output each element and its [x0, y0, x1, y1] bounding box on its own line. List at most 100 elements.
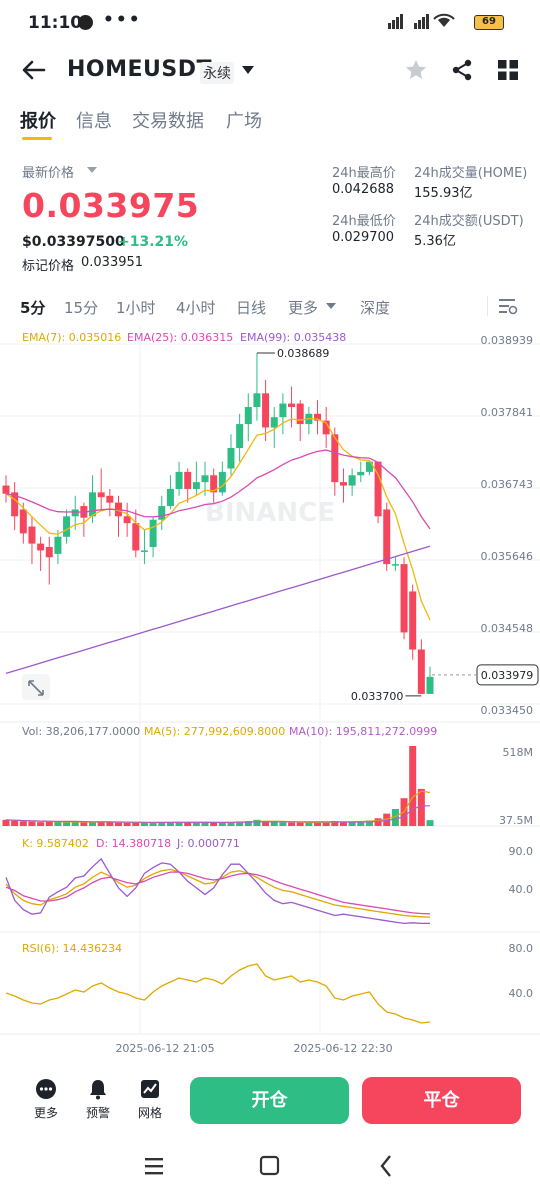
volume-bar — [383, 813, 391, 826]
volume-bar — [322, 821, 330, 826]
symbol-title[interactable]: HOMEUSDT — [67, 57, 213, 82]
volume-bar — [54, 821, 62, 826]
interval-depth[interactable]: 深度 — [360, 299, 391, 317]
candlestick-chart[interactable]: BINANCE 0.038939 0.037841 0.036743 0.035646 0… — [0, 326, 540, 1056]
candle — [244, 406, 252, 425]
volume-bar — [2, 819, 10, 826]
volume-bar — [132, 822, 140, 826]
volume-bar — [253, 819, 261, 826]
kdj-k-label: K: 9.587402 — [22, 837, 89, 850]
volume-bar — [348, 821, 356, 826]
volume-bar — [45, 821, 53, 826]
volume-bar — [227, 821, 235, 826]
volume-bar — [244, 821, 252, 826]
candle — [140, 550, 148, 552]
system-nav-bar — [145, 1155, 391, 1177]
tab-square[interactable]: 广场 — [226, 111, 262, 132]
interval-more[interactable]: 更多 — [288, 299, 319, 317]
divider — [487, 296, 488, 316]
more-menu-button[interactable]: 更多 — [26, 1078, 66, 1121]
candle — [339, 482, 347, 486]
vol-24h-label: 24h成交量(HOME) — [414, 166, 528, 181]
interval-15m[interactable]: 15分 — [64, 299, 99, 317]
candle — [409, 591, 417, 650]
price-axis-label: 0.034548 — [481, 622, 534, 635]
volume-bar — [236, 821, 244, 826]
volume-bar — [140, 822, 148, 826]
candle — [227, 447, 235, 469]
volume-bar — [123, 822, 131, 826]
volume-bar — [19, 821, 27, 826]
volume-bar — [28, 821, 36, 826]
ema25-label: EMA(25): 0.036315 — [127, 331, 234, 344]
active-tab-indicator — [22, 137, 52, 140]
low-24h-value: 0.029700 — [332, 230, 395, 245]
close-position-button[interactable]: 平仓 — [362, 1077, 521, 1124]
interval-4h[interactable]: 4小时 — [176, 299, 216, 317]
candle — [210, 475, 218, 493]
candle — [218, 471, 226, 493]
grid-menu-icon[interactable] — [496, 58, 520, 82]
interval-5m[interactable]: 5分 — [20, 299, 46, 317]
volume-bar — [296, 822, 304, 826]
notification-icon — [78, 15, 93, 30]
tab-trading-data[interactable]: 交易数据 — [132, 111, 204, 132]
candle — [357, 471, 365, 476]
usd-price: $0.03397500 — [22, 234, 125, 250]
volume-bar — [426, 820, 434, 826]
high-marker-label: 0.038689 — [277, 347, 330, 360]
volume-bar — [305, 822, 313, 826]
volume-bar — [106, 822, 114, 826]
candle — [166, 488, 174, 507]
candle — [2, 485, 10, 494]
status-time: 11:10 — [28, 13, 83, 33]
more-dots-icon — [36, 1079, 56, 1099]
alert-button[interactable]: 预警 — [78, 1078, 118, 1121]
candle — [270, 417, 278, 428]
volume-bar — [80, 822, 88, 826]
interval-1h[interactable]: 1小时 — [116, 299, 156, 317]
candle — [400, 564, 408, 633]
ema25-line — [5, 449, 431, 530]
volume-bar — [149, 822, 157, 826]
star-icon[interactable] — [404, 58, 428, 82]
volume-bar — [175, 821, 183, 826]
share-icon[interactable] — [450, 58, 474, 82]
mark-price-label: 标记价格 — [22, 259, 75, 274]
signal-icon — [388, 13, 468, 34]
volume-bar — [279, 822, 287, 826]
volume-bar — [158, 822, 166, 826]
tab-quote[interactable]: 报价 — [20, 111, 56, 132]
candle — [192, 482, 200, 489]
volume-bar — [89, 821, 97, 826]
candle — [331, 434, 339, 483]
volume-bar — [114, 822, 122, 826]
candle — [348, 475, 356, 486]
open-position-button[interactable]: 开仓 — [190, 1077, 349, 1124]
tab-info[interactable]: 信息 — [76, 111, 112, 132]
caret-down-icon[interactable] — [87, 167, 97, 173]
kdj-j-line — [5, 857, 430, 925]
chevron-down-icon[interactable] — [242, 66, 254, 74]
home-icon — [259, 1155, 280, 1176]
candle — [19, 509, 27, 534]
low-marker-label: 0.033700 — [351, 690, 404, 703]
more-caret-icon[interactable] — [326, 303, 336, 309]
back-arrow-icon[interactable] — [20, 56, 48, 84]
mark-price: 0.033951 — [81, 255, 144, 270]
price-axis-label: 0.037841 — [481, 406, 534, 419]
candle — [288, 403, 296, 407]
volume-bar — [37, 822, 45, 826]
volume-bar — [339, 821, 347, 826]
candle — [175, 471, 183, 489]
chart-settings-icon[interactable] — [498, 297, 518, 315]
amount-24h-label: 24h成交额(USDT) — [414, 214, 524, 229]
candle — [158, 506, 166, 520]
kdj-axis-label: 90.0 — [509, 845, 534, 858]
candle — [45, 547, 53, 558]
candle — [184, 471, 192, 489]
high-24h-value: 0.042688 — [332, 182, 395, 197]
grid-trading-button[interactable]: 网格 — [130, 1078, 170, 1121]
candle — [28, 526, 36, 544]
interval-1d[interactable]: 日线 — [236, 299, 267, 317]
